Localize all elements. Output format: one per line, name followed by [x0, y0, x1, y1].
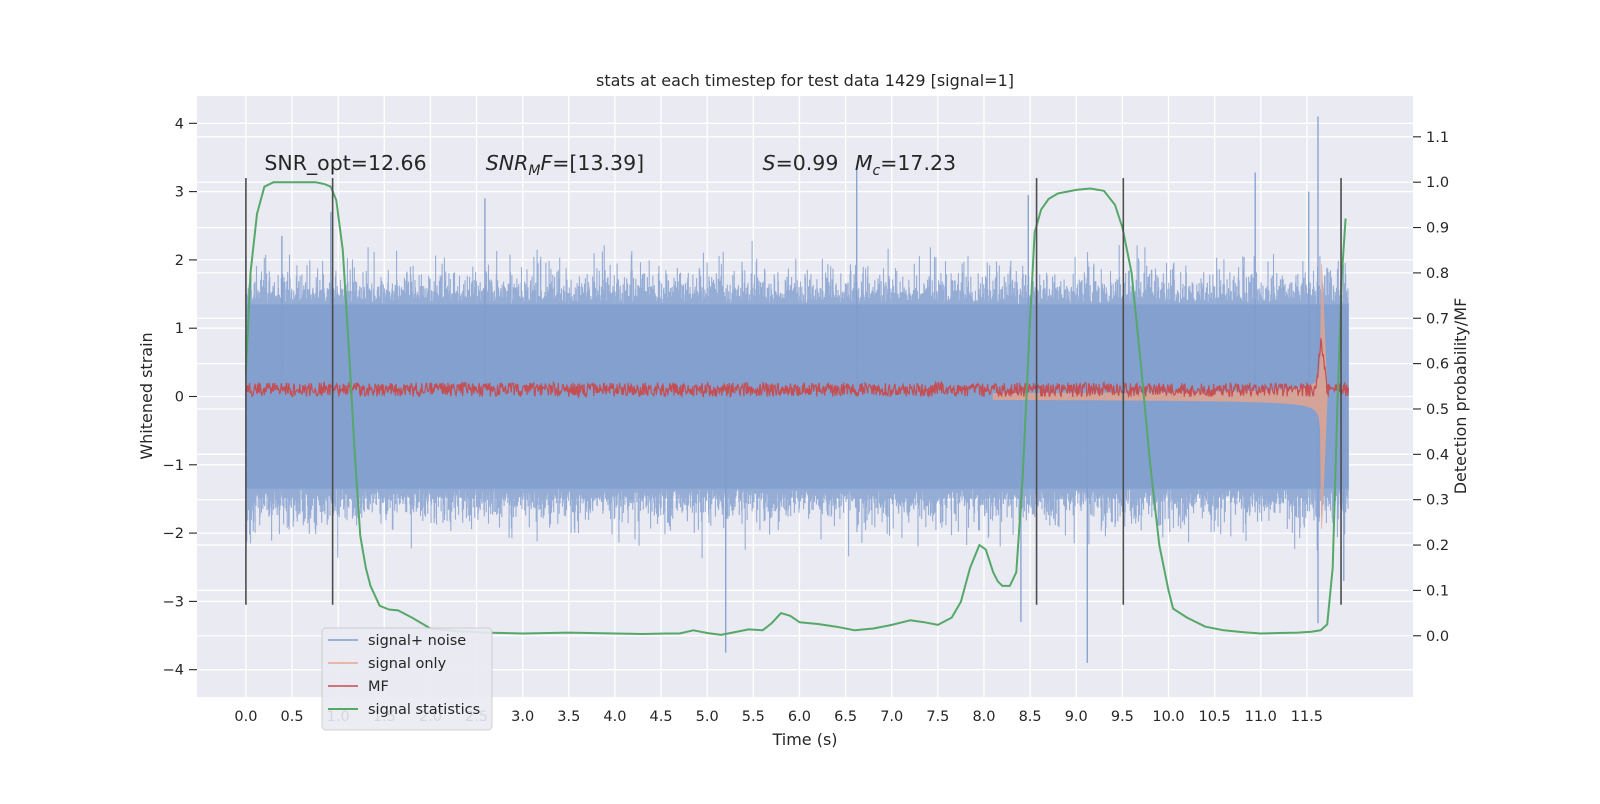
y2-tick-label: 0.9: [1426, 221, 1449, 237]
legend-label: MF: [368, 679, 389, 695]
x-tick-label: 5.5: [742, 709, 765, 725]
series-signal-statistics: [244, 181, 1347, 636]
x-tick-label: 4.0: [603, 709, 626, 725]
x-tick-label: 5.0: [696, 709, 719, 725]
x-tick-label: 9.0: [1065, 709, 1088, 725]
y-axis-title: Whitened strain: [137, 332, 156, 459]
y-tick-label: 2: [175, 253, 184, 269]
x-tick-label: 10.0: [1152, 709, 1184, 725]
x-tick-label: 0.0: [234, 709, 257, 725]
x-tick-label: 3.0: [511, 709, 534, 725]
chart-title: stats at each timestep for test data 142…: [596, 71, 1014, 90]
y-tick-label: 1: [175, 321, 184, 337]
y2-tick-label: 0.7: [1426, 311, 1449, 327]
y-tick-label: −4: [163, 663, 184, 679]
y2-tick-label: 0.8: [1426, 266, 1449, 282]
y-tick-label: −2: [163, 526, 184, 542]
x-axis-title: Time (s): [771, 730, 837, 749]
legend-label: signal statistics: [368, 702, 480, 718]
y2-tick-label: 0.2: [1426, 538, 1449, 554]
x-tick-label: 8.5: [1019, 709, 1042, 725]
annotation-layer: SNR_opt=12.66 SNRMF=[13.39] S=0.99 Mc=17.23: [264, 151, 956, 179]
x-tick-label: 7.0: [880, 709, 903, 725]
x-tick-label: 6.0: [788, 709, 811, 725]
x-tick-label: 4.5: [650, 709, 673, 725]
x-tick-label: 3.5: [557, 709, 580, 725]
y2-tick-label: 0.5: [1426, 402, 1449, 418]
series-mf: [245, 338, 1349, 399]
y2-tick-label: 0.6: [1426, 357, 1449, 373]
x-tick-label: 9.5: [1111, 709, 1134, 725]
annotation-mc: Mc=17.23: [855, 151, 956, 179]
x-tick-label: 8.0: [972, 709, 995, 725]
series-signal-only: [992, 264, 1328, 529]
annotation-snr-opt: SNR_opt=12.66: [264, 151, 426, 176]
legend-label: signal only: [368, 656, 447, 672]
y-tick-label: −1: [163, 458, 184, 474]
y2-tick-label: 0.3: [1426, 493, 1449, 509]
y2-axis-title: Detection probability/MF: [1451, 298, 1470, 495]
y-tick-label: −3: [163, 594, 184, 610]
y-tick-label: 4: [175, 116, 184, 132]
annotation-s: S=0.99: [763, 151, 839, 175]
x-tick-label: 10.5: [1198, 709, 1230, 725]
y2-tick-label: 1.1: [1426, 130, 1449, 146]
x-tick-label: 0.5: [280, 709, 303, 725]
y2-tick-label: 1.0: [1426, 175, 1449, 191]
x-tick-label: 11.0: [1245, 709, 1277, 725]
annotation-snr-mf: SNRMF=[13.39]: [486, 151, 644, 179]
legend-box: [321, 627, 493, 731]
y2-tick-label: 0.0: [1426, 629, 1449, 645]
x-tick-label: 7.5: [926, 709, 949, 725]
y-tick-label: 3: [175, 185, 184, 201]
marker-layer: [245, 177, 1342, 605]
x-tick-label: 6.5: [834, 709, 857, 725]
series-layer: [244, 116, 1349, 663]
legend-label: signal+ noise: [368, 633, 466, 649]
y2-tick-label: 0.4: [1426, 447, 1449, 463]
y-tick-label: 0: [175, 390, 184, 406]
x-tick-label: 11.5: [1291, 709, 1323, 725]
legend: signal+ noise signal only MF signal statist…: [321, 627, 493, 731]
y2-tick-label: 0.1: [1426, 583, 1449, 599]
